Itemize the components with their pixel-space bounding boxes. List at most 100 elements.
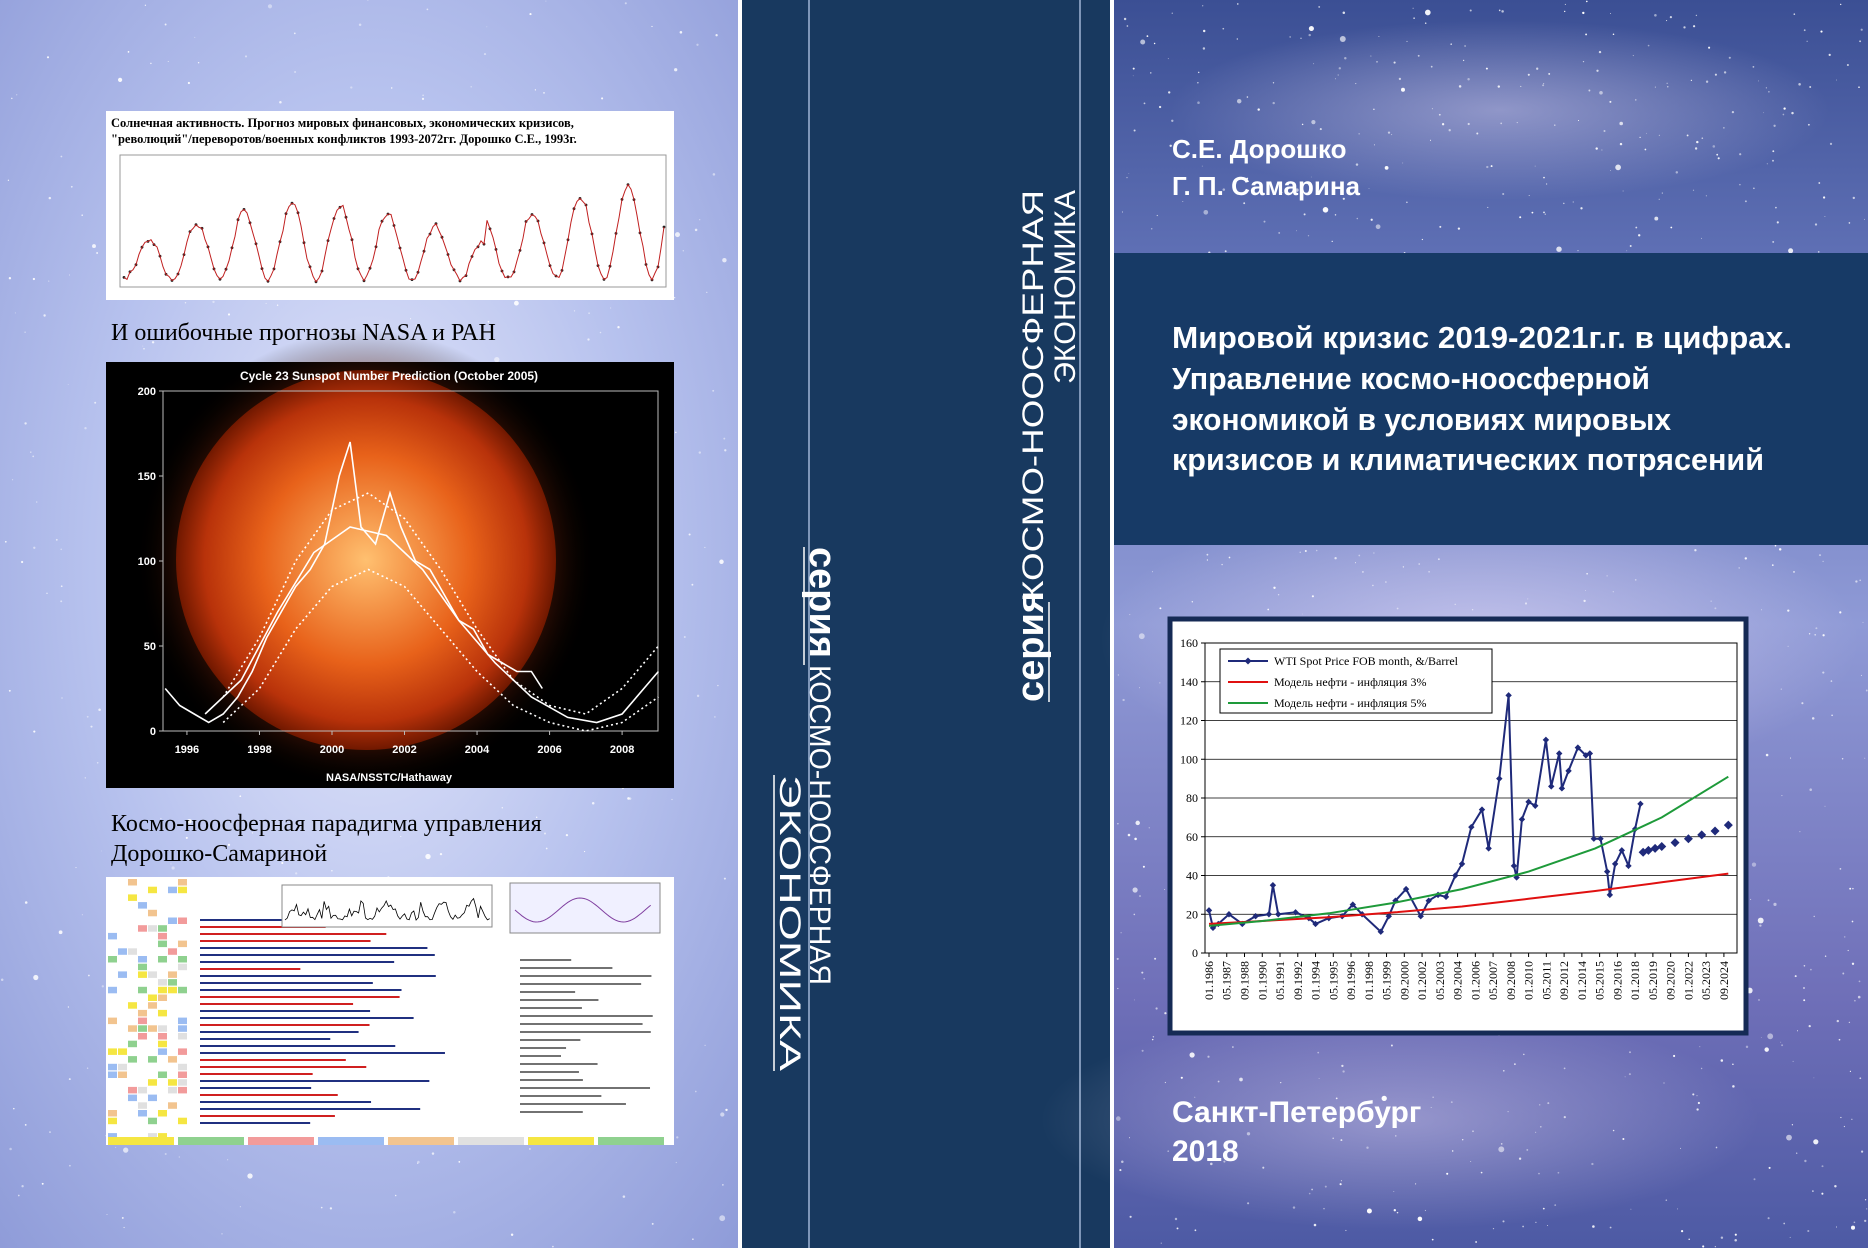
star (415, 324, 418, 327)
cell (158, 1071, 167, 1078)
star (1339, 36, 1346, 42)
x-tick-label: 05.2003 (1433, 961, 1447, 1000)
star (1855, 580, 1858, 583)
star (706, 291, 708, 294)
star (591, 802, 595, 805)
spine-left-text: серия КОСМО-НООСФЕРНАЯ ЭКОНОМИКА (773, 547, 843, 1071)
star (1262, 1166, 1265, 1169)
star (1622, 1137, 1625, 1141)
star (433, 335, 435, 337)
sheet-tab (598, 1137, 664, 1145)
star (1140, 39, 1146, 45)
point (1385, 912, 1392, 920)
star (1675, 171, 1679, 174)
star (1492, 1228, 1495, 1230)
star (1334, 78, 1336, 80)
cell (138, 902, 147, 909)
star (1236, 38, 1238, 40)
star (4, 540, 7, 543)
cell (128, 948, 137, 955)
cell (108, 932, 117, 940)
star (1402, 162, 1404, 164)
star (1680, 1147, 1681, 1149)
star (167, 61, 169, 63)
star (1705, 80, 1709, 83)
star (1546, 1225, 1548, 1226)
star (510, 1233, 514, 1236)
star (170, 863, 172, 865)
point (1723, 820, 1733, 830)
star (1370, 55, 1372, 57)
star (1417, 1216, 1423, 1222)
star (1143, 102, 1146, 105)
star (1854, 999, 1856, 1002)
star (682, 250, 684, 252)
spine-series-title: КОСМО-НООСФЕРНАЯ (1017, 190, 1050, 602)
star (1391, 134, 1393, 136)
star (1793, 13, 1796, 15)
legend-marker (1244, 657, 1252, 665)
image1-title: Солнечная активность. Прогноз мировых фи… (111, 116, 574, 130)
star (48, 280, 50, 282)
star (230, 822, 232, 824)
cell (148, 1117, 157, 1125)
cell (158, 956, 167, 963)
star (121, 1216, 124, 1219)
star (1752, 66, 1755, 68)
star (1789, 1236, 1791, 1238)
star (1523, 1053, 1525, 1056)
star (1683, 26, 1686, 29)
star (1318, 5, 1321, 8)
star (1117, 822, 1119, 825)
star (1840, 1116, 1842, 1119)
star (679, 31, 683, 34)
star (1768, 90, 1770, 93)
star (1781, 1044, 1784, 1047)
x-tick-label: 05.1995 (1326, 961, 1340, 1000)
star (1788, 248, 1794, 254)
point (1496, 775, 1503, 782)
star (1120, 932, 1122, 934)
star (1395, 1135, 1397, 1137)
star (1767, 899, 1770, 902)
star (1519, 216, 1522, 219)
star (92, 244, 96, 249)
star (1221, 563, 1223, 566)
star (1500, 1143, 1503, 1145)
star (1758, 80, 1760, 82)
star (1619, 121, 1623, 126)
star (1599, 91, 1603, 95)
star (1151, 1038, 1154, 1041)
star (1629, 245, 1632, 247)
point (1349, 901, 1357, 908)
star (1307, 235, 1310, 237)
cell (158, 1033, 167, 1040)
star (1809, 86, 1812, 88)
cell (178, 1048, 187, 1055)
star (1663, 1082, 1665, 1084)
point (1225, 911, 1233, 918)
star (431, 1152, 435, 1155)
star (417, 1160, 420, 1164)
star (1197, 82, 1199, 84)
cell (118, 948, 127, 955)
star (1320, 149, 1323, 153)
star (1654, 14, 1657, 17)
star (1159, 607, 1162, 610)
star (1358, 133, 1360, 135)
star (1858, 86, 1860, 88)
star (1786, 1134, 1792, 1141)
star (1758, 999, 1760, 1001)
star (60, 600, 63, 603)
y-tick-label: 100 (1180, 752, 1198, 766)
star (1792, 1060, 1794, 1062)
star (295, 872, 298, 875)
star (1717, 157, 1720, 160)
star (1609, 1226, 1612, 1229)
star (227, 843, 231, 847)
cell (148, 1056, 157, 1063)
star (143, 348, 145, 350)
year: 2018 (1172, 1135, 1239, 1168)
cell (108, 1063, 117, 1071)
star (1263, 220, 1266, 223)
